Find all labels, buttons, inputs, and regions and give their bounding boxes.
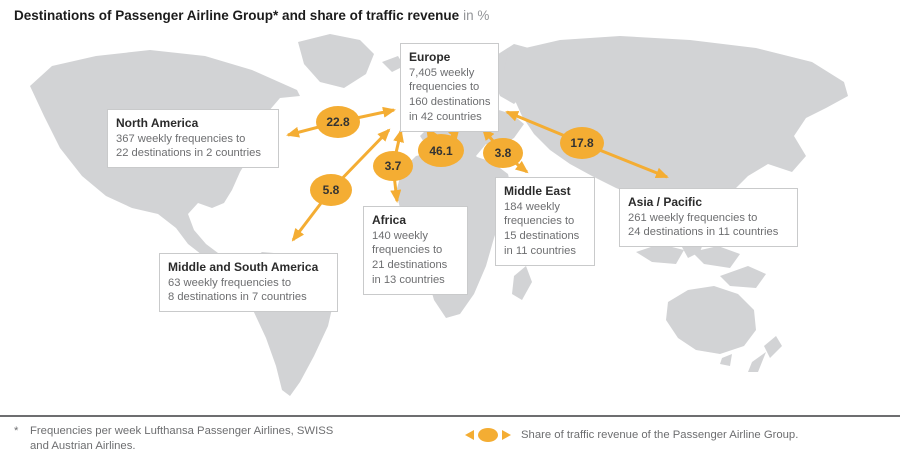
new-guinea (720, 266, 766, 288)
region-line: 140 weekly (372, 229, 428, 242)
region-title: Europe (409, 50, 451, 64)
share-ellipse-europe: 46.1 (418, 134, 464, 167)
footnote-line: Frequencies per week Lufthansa Passenger… (30, 425, 334, 437)
region-line: 7,405 weekly (409, 66, 475, 79)
region-box-asia-pacific: Asia / Pacific 261 weekly frequencies to… (619, 188, 798, 248)
share-ellipse-icon (465, 428, 511, 442)
region-line: 21 destinations (372, 259, 448, 272)
region-title: Middle and South America (168, 260, 319, 274)
share-ellipse-africa: 3.7 (373, 151, 413, 181)
page-title-suffix: in % (463, 8, 490, 23)
japan (772, 106, 800, 148)
share-ellipse-middle-south-america: 5.8 (310, 174, 352, 206)
footer-divider (0, 415, 900, 417)
region-title: North America (116, 116, 199, 130)
borneo (692, 246, 740, 268)
iceland (382, 56, 404, 72)
region-box-middle-east: Middle East 184 weekly frequencies to 15… (495, 177, 595, 266)
region-box-europe: Europe 7,405 weekly frequencies to 160 d… (400, 43, 499, 132)
continent-asia (504, 36, 848, 288)
region-title: Africa (372, 213, 407, 227)
new-zealand (764, 336, 782, 358)
page-title: Destinations of Passenger Airline Group*… (14, 8, 489, 23)
region-line: frequencies to (372, 244, 443, 257)
share-ellipse-asia-pacific: 17.8 (560, 127, 604, 159)
region-line: in 13 countries (372, 273, 445, 286)
region-line: 8 destinations in 7 countries (168, 291, 307, 304)
region-line: 367 weekly frequencies to (116, 132, 246, 145)
greenland (298, 34, 374, 88)
share-ellipse-middle-east: 3.8 (483, 138, 523, 168)
page-title-main: Destinations of Passenger Airline Group*… (14, 8, 460, 23)
region-line: in 11 countries (504, 244, 576, 257)
footnote-marker: * (14, 425, 19, 437)
region-title: Asia / Pacific (628, 195, 703, 209)
region-line: 15 destinations (504, 230, 580, 243)
region-title: Middle East (504, 184, 571, 198)
region-line: 160 destinations (409, 96, 491, 109)
footnote: * Frequencies per week Lufthansa Passeng… (14, 424, 333, 455)
southeast-asia-islands (636, 244, 684, 264)
tasmania (720, 354, 732, 366)
region-line: frequencies to (409, 81, 480, 94)
region-line: 63 weekly frequencies to (168, 276, 292, 289)
region-box-middle-south-america: Middle and South America 63 weekly frequ… (159, 253, 338, 313)
region-line: 261 weekly frequencies to (628, 211, 758, 224)
region-line: 184 weekly (504, 200, 560, 213)
new-zealand-south (748, 352, 766, 372)
continent-australia (666, 286, 782, 372)
share-ellipse-north-america: 22.8 (316, 106, 360, 138)
madagascar (512, 266, 532, 300)
footnote-line: and Austrian Airlines. (30, 440, 136, 453)
region-line: 24 destinations in 11 countries (628, 226, 779, 239)
region-line: 22 destinations in 2 countries (116, 147, 261, 160)
legend: Share of traffic revenue of the Passenge… (465, 427, 798, 443)
region-box-north-america: North America 367 weekly frequencies to … (107, 109, 279, 169)
region-line: in 42 countries (409, 110, 482, 123)
region-line: frequencies to (504, 215, 575, 228)
legend-label: Share of traffic revenue of the Passenge… (521, 429, 799, 441)
region-box-africa: Africa 140 weekly frequencies to 21 dest… (363, 206, 468, 295)
